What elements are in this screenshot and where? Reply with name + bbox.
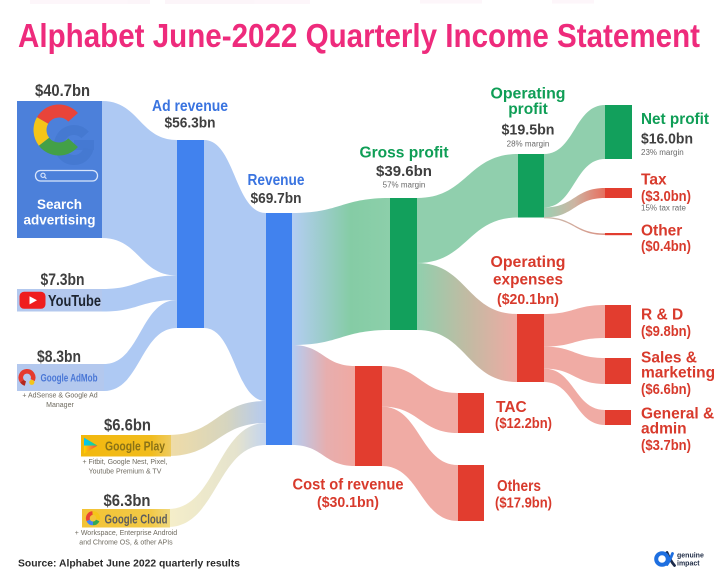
svg-text:and Chrome OS, & other APIs: and Chrome OS, & other APIs <box>79 540 173 547</box>
svg-text:Google Cloud: Google Cloud <box>105 513 168 527</box>
svg-text:Tax: Tax <box>641 172 667 189</box>
svg-text:Search: Search <box>37 197 82 212</box>
svg-text:$40.7bn: $40.7bn <box>35 82 90 100</box>
svg-text:Source: Alphabet June 2022 qua: Source: Alphabet June 2022 quarterly res… <box>18 558 240 570</box>
svg-text:57% margin: 57% margin <box>383 181 426 190</box>
svg-text:Google Play: Google Play <box>105 440 165 454</box>
svg-text:($17.9bn): ($17.9bn) <box>495 495 552 512</box>
svg-text:Net profit: Net profit <box>641 111 709 128</box>
svg-text:Google AdMob: Google AdMob <box>41 373 98 385</box>
svg-text:Operating: Operating <box>491 86 566 103</box>
svg-text:$6.3bn: $6.3bn <box>104 492 151 510</box>
svg-text:$56.3bn: $56.3bn <box>165 115 216 132</box>
svg-text:$19.5bn: $19.5bn <box>502 122 555 139</box>
svg-text:+ Fitbit, Google Nest, Pixel,: + Fitbit, Google Nest, Pixel, <box>82 459 167 466</box>
svg-text:($9.8bn): ($9.8bn) <box>641 323 691 340</box>
svg-text:($12.2bn): ($12.2bn) <box>495 415 552 432</box>
svg-text:Manager: Manager <box>46 402 74 409</box>
svg-text:Others: Others <box>497 478 541 495</box>
svg-text:($0.4bn): ($0.4bn) <box>641 238 691 255</box>
svg-text:marketing: marketing <box>641 365 715 382</box>
svg-text:Other: Other <box>641 223 682 240</box>
svg-text:$16.0bn: $16.0bn <box>641 131 693 148</box>
svg-text:($30.1bn): ($30.1bn) <box>317 494 379 511</box>
svg-text:R & D: R & D <box>641 307 683 324</box>
svg-text:genuine: genuine <box>677 553 704 560</box>
svg-text:$8.3bn: $8.3bn <box>37 348 81 366</box>
svg-text:$6.6bn: $6.6bn <box>104 417 151 435</box>
svg-text:($3.7bn): ($3.7bn) <box>641 437 691 454</box>
svg-text:General &: General & <box>641 406 714 423</box>
svg-text:profit: profit <box>508 101 548 118</box>
svg-text:$39.6bn: $39.6bn <box>376 163 432 180</box>
svg-text:+ Workspace, Enterprise Androi: + Workspace, Enterprise Android <box>75 530 178 537</box>
svg-text:expenses: expenses <box>493 272 563 289</box>
svg-text:Revenue: Revenue <box>248 172 305 189</box>
svg-text:TAC: TAC <box>496 399 527 416</box>
svg-text:$69.7bn: $69.7bn <box>251 190 302 207</box>
svg-text:Operating: Operating <box>491 254 566 271</box>
svg-text:15% tax rate: 15% tax rate <box>641 204 686 213</box>
svg-text:($20.1bn): ($20.1bn) <box>497 292 559 308</box>
svg-text:YouTube: YouTube <box>48 293 101 310</box>
svg-text:28% margin: 28% margin <box>507 140 550 149</box>
svg-text:($3.0bn): ($3.0bn) <box>641 188 691 205</box>
svg-text:Cost of revenue: Cost of revenue <box>293 477 404 494</box>
svg-text:Ad revenue: Ad revenue <box>152 98 228 115</box>
svg-text:Alphabet June-2022 Quarterly I: Alphabet June-2022 Quarterly Income Stat… <box>18 17 700 54</box>
svg-text:Gross profit: Gross profit <box>360 145 450 162</box>
svg-text:($6.6bn): ($6.6bn) <box>641 381 691 398</box>
svg-text:23% margin: 23% margin <box>641 148 684 157</box>
svg-text:$7.3bn: $7.3bn <box>41 271 85 289</box>
svg-text:admin: admin <box>641 421 687 438</box>
svg-text:advertising: advertising <box>24 213 96 228</box>
svg-text:+ AdSense & Google Ad: + AdSense & Google Ad <box>22 393 97 400</box>
svg-text:Youtube Premium & TV: Youtube Premium & TV <box>89 469 162 476</box>
svg-text:impact: impact <box>677 561 700 568</box>
svg-text:Sales &: Sales & <box>641 350 697 367</box>
